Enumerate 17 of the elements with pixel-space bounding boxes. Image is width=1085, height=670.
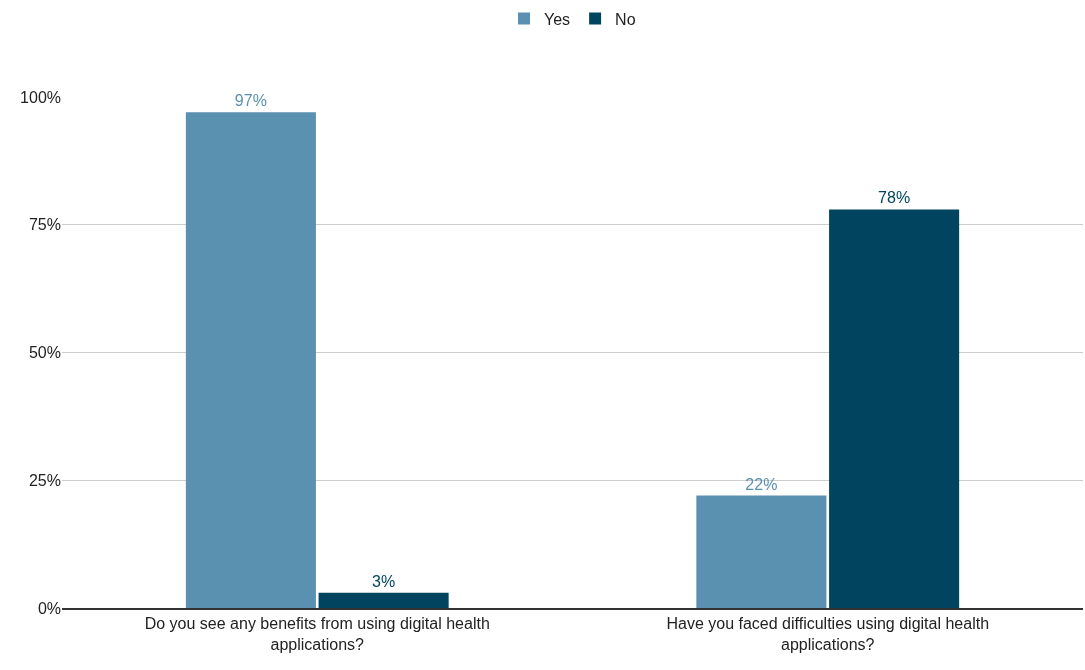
legend-label: No: [615, 10, 636, 28]
legend-label: Yes: [544, 10, 571, 28]
bar: [696, 495, 827, 608]
y-tick-label: 25%: [28, 471, 61, 489]
y-tick-label: 75%: [28, 216, 61, 234]
data-label: 22%: [745, 475, 778, 493]
data-label: 3%: [372, 572, 396, 590]
data-label: 78%: [878, 189, 911, 207]
bar: [829, 209, 960, 608]
bar: [185, 112, 316, 608]
y-tick-label: 100%: [20, 88, 61, 106]
y-tick-label: 0%: [37, 599, 61, 617]
bar: [318, 592, 449, 608]
x-tick-label: Have you faced difficulties using digital health applications?: [666, 615, 990, 653]
x-tick-label: Do you see any benefits from using digital health applications?: [144, 615, 490, 653]
y-tick-label: 50%: [28, 344, 61, 362]
data-label: 97%: [234, 92, 267, 110]
